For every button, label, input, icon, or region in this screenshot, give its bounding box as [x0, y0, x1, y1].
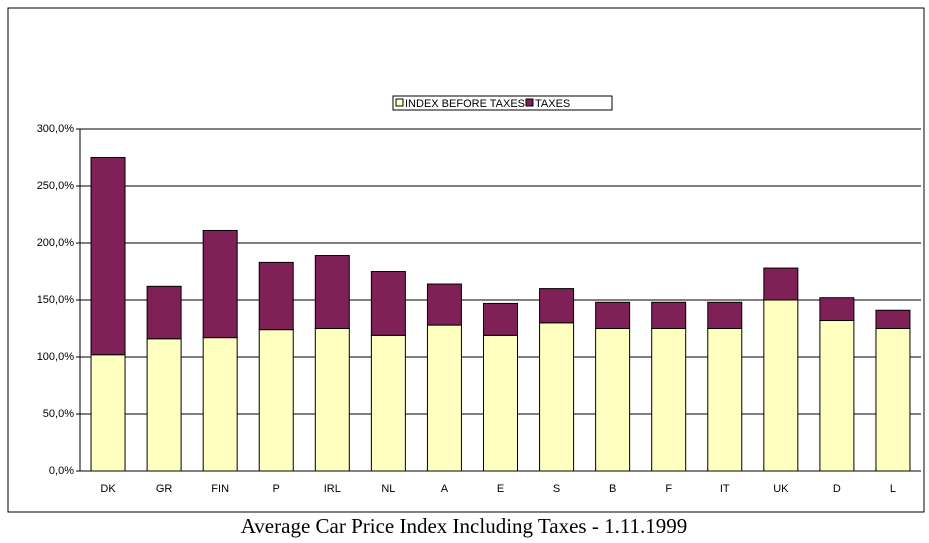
- chart-title: Average Car Price Index Including Taxes …: [241, 514, 688, 538]
- bar-segment: [426, 283, 462, 326]
- bar-segment: [90, 354, 126, 472]
- x-tick-label: FIN: [211, 483, 229, 495]
- bar-segment: [707, 328, 743, 472]
- x-tick-label: IT: [720, 483, 730, 495]
- bar-segment: [90, 157, 126, 356]
- x-tick-label: L: [890, 483, 896, 495]
- legend-label: INDEX BEFORE TAXES: [405, 98, 525, 110]
- x-tick-label: B: [609, 483, 616, 495]
- bar-segment: [651, 301, 687, 329]
- x-tick-label: D: [833, 483, 841, 495]
- bar-segment: [763, 299, 799, 472]
- bar-segment: [595, 328, 631, 472]
- legend-label: TAXES: [535, 98, 570, 110]
- legend-swatch: [525, 98, 534, 107]
- x-tick-label: UK: [773, 483, 789, 495]
- bar-segment: [875, 328, 911, 472]
- x-tick-label: S: [553, 483, 560, 495]
- x-tick-label: F: [665, 483, 672, 495]
- bar-segment: [146, 338, 182, 472]
- x-tick-label: DK: [100, 483, 116, 495]
- bar-segment: [258, 329, 294, 472]
- bar-segment: [202, 337, 238, 472]
- bar-segment: [763, 267, 799, 301]
- bar-segment: [483, 334, 518, 472]
- y-tick-label: 0,0%: [49, 465, 74, 477]
- bar-segment: [819, 297, 855, 322]
- y-tick-label: 250,0%: [37, 180, 75, 192]
- bar-segment: [483, 302, 518, 336]
- x-tick-label: GR: [156, 483, 173, 495]
- x-tick-label: A: [441, 483, 449, 495]
- x-tick-label: NL: [381, 483, 395, 495]
- bar-segment: [370, 271, 406, 336]
- y-tick-label: 100,0%: [37, 351, 75, 363]
- bar-segment: [651, 328, 687, 472]
- x-tick-label: P: [273, 483, 280, 495]
- bar-segment: [707, 301, 743, 329]
- y-tick-label: 200,0%: [37, 237, 75, 249]
- x-tick-label: IRL: [324, 483, 341, 495]
- y-tick-label: 300,0%: [37, 123, 75, 135]
- bar-segment: [370, 334, 406, 472]
- y-tick-label: 150,0%: [37, 294, 75, 306]
- legend-swatch: [395, 98, 404, 107]
- bar-segment: [146, 285, 182, 340]
- bar-segment: [819, 320, 855, 472]
- bar-segment: [258, 261, 294, 331]
- x-tick-label: E: [497, 483, 504, 495]
- bar-segment: [595, 301, 631, 329]
- bar-segment: [426, 324, 462, 472]
- bar-segment: [539, 322, 575, 472]
- bar-segment: [539, 288, 575, 324]
- y-tick-label: 50,0%: [43, 408, 74, 420]
- bar-segment: [202, 229, 238, 339]
- legend-box: [392, 95, 613, 111]
- bar-segment: [314, 255, 350, 329]
- bar-segment: [875, 309, 911, 330]
- bar-segment: [314, 328, 350, 472]
